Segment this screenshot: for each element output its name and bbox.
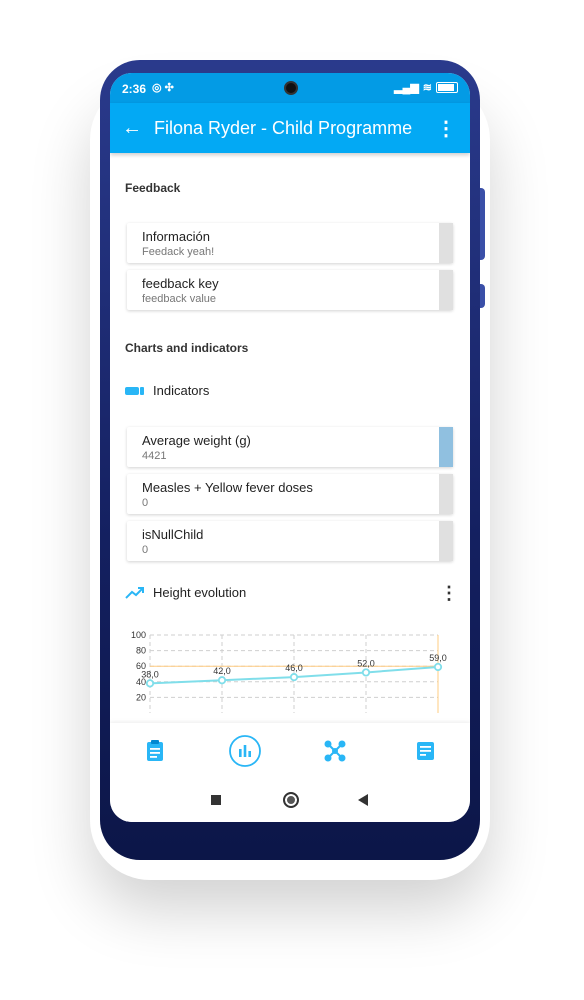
- indicator-card[interactable]: Measles + Yellow fever doses 0: [127, 474, 453, 514]
- chart-data-point: [145, 679, 155, 688]
- height-evolution-chart: 100 80 60 40 20 38,0 42,0 46,0 52,0 59,0: [131, 630, 447, 713]
- home-button-icon[interactable]: [283, 792, 299, 808]
- chart-y-tick-label: 20: [136, 692, 146, 702]
- indicator-card[interactable]: Average weight (g) 4421: [127, 427, 453, 467]
- feedback-value: Feedack yeah!: [142, 246, 215, 258]
- bar-chart-icon[interactable]: [229, 735, 261, 767]
- main-content: Feedback Información Feedack yeah! feedb…: [110, 153, 470, 723]
- chart-data-label: 46,0: [285, 663, 303, 673]
- notes-icon[interactable]: [409, 735, 441, 767]
- card-strip: [439, 270, 453, 310]
- camera-icon: [284, 81, 298, 95]
- app-bar: ← Filona Ryder - Child Programme ⋮: [110, 103, 470, 153]
- signal-icon: ▂▄▆: [394, 82, 419, 94]
- charts-section-title: Charts and indicators: [125, 341, 249, 355]
- feedback-label: feedback key: [142, 276, 219, 291]
- chart-data-label: 38,0: [141, 669, 159, 679]
- feedback-card[interactable]: feedback key feedback value: [127, 270, 453, 310]
- feedback-card[interactable]: Información Feedack yeah!: [127, 223, 453, 263]
- card-strip: [439, 223, 453, 263]
- chart-menu-icon[interactable]: ⋮: [440, 583, 458, 603]
- system-navigation-bar: [110, 778, 470, 822]
- indicators-header: Indicators: [125, 383, 209, 398]
- height-evolution-header: Height evolution: [125, 585, 455, 600]
- indicator-label: Average weight (g): [142, 433, 251, 448]
- indicator-label: Measles + Yellow fever doses: [142, 480, 313, 495]
- indicator-value: 0: [142, 497, 149, 509]
- indicator-color-strip: [439, 427, 453, 467]
- back-button-icon[interactable]: [358, 794, 368, 806]
- feedback-value: feedback value: [142, 293, 216, 305]
- indicator-color-strip: [439, 474, 453, 514]
- more-vert-icon[interactable]: ⋮: [436, 118, 456, 140]
- chart-y-tick-label: 60: [136, 661, 146, 671]
- indicators-icon: [125, 386, 144, 395]
- app-bar-title: Filona Ryder - Child Programme: [154, 118, 413, 138]
- wifi-icon: ≋: [422, 82, 432, 94]
- status-bar: 2:36 ◎ ✣ ▂▄▆ ≋: [110, 73, 470, 103]
- status-icons: ▂▄▆ ≋: [394, 81, 458, 94]
- chart-y-tick-label: 40: [136, 677, 146, 687]
- clipboard-icon[interactable]: [139, 735, 171, 767]
- chart-y-tick-label: 80: [136, 646, 146, 656]
- chart-data-point: [289, 673, 299, 682]
- indicator-value: 4421: [142, 450, 167, 462]
- battery-icon: [436, 82, 458, 93]
- chart-data-label: 52,0: [357, 658, 375, 668]
- indicator-color-strip: [439, 521, 453, 561]
- height-evolution-label: Height evolution: [153, 585, 247, 600]
- status-time: 2:36: [122, 82, 147, 96]
- recents-button-icon[interactable]: [211, 795, 221, 805]
- bottom-navigation: [110, 723, 470, 778]
- indicators-label: Indicators: [153, 383, 210, 398]
- indicator-value: 0: [142, 544, 149, 556]
- chart-data-point: [433, 662, 443, 672]
- power-button: [480, 284, 485, 308]
- chart-data-point: [361, 668, 371, 677]
- chart-data-label: 59,0: [429, 653, 447, 663]
- chart-data-point: [217, 676, 227, 685]
- chart-data-label: 42,0: [213, 666, 231, 676]
- notification-icons: ◎ ✣: [152, 82, 174, 94]
- back-arrow-icon[interactable]: ←: [122, 117, 142, 139]
- relationships-icon[interactable]: [319, 735, 351, 767]
- chart-y-tick-label: 100: [131, 630, 146, 640]
- indicator-label: isNullChild: [142, 527, 204, 542]
- trending-up-icon: [125, 586, 144, 599]
- indicator-card[interactable]: isNullChild 0: [127, 521, 453, 561]
- feedback-section-title: Feedback: [125, 181, 181, 195]
- feedback-label: Información: [142, 229, 210, 244]
- screen: 2:36 ◎ ✣ ▂▄▆ ≋ ← Filona Ryder - Child Pr…: [110, 73, 470, 822]
- volume-button: [480, 188, 485, 260]
